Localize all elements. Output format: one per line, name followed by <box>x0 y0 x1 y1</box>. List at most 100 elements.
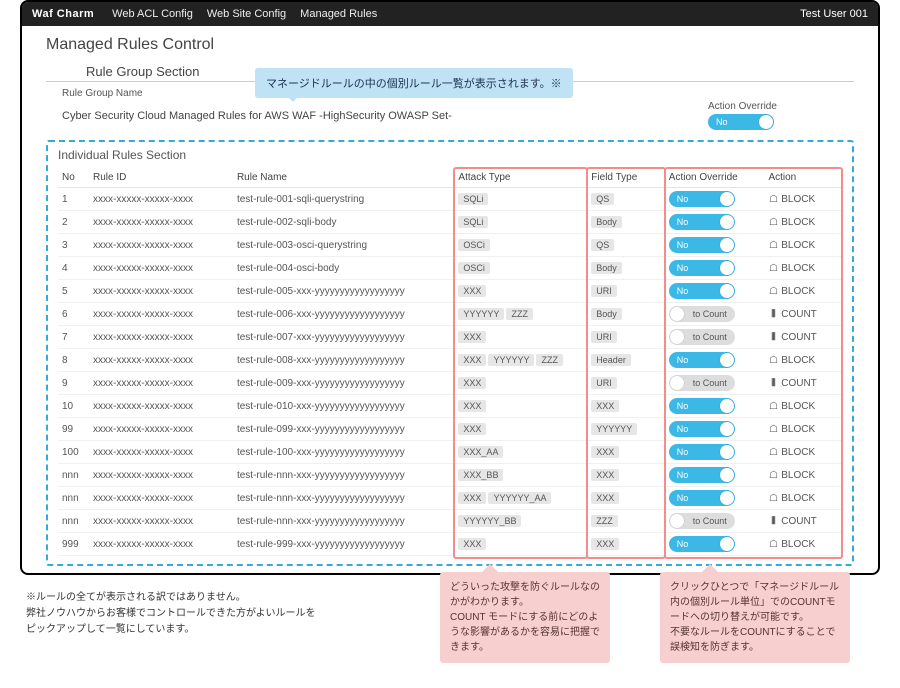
cell-rule-id: xxxx-xxxxx-xxxxx-xxxx <box>89 280 233 303</box>
cell-field-type: QS <box>587 234 665 257</box>
toggle-knob <box>720 445 734 459</box>
toggle-label: No <box>677 493 689 503</box>
toggle-label: to Count <box>693 309 727 319</box>
cell-rule-name: test-rule-nnn-xxx-yyyyyyyyyyyyyyyyyy <box>233 464 454 487</box>
row-override-toggle[interactable]: No <box>669 352 735 368</box>
bars-icon: ⫴ <box>768 309 778 320</box>
tag: XXX <box>458 285 486 297</box>
shield-icon: ☖ <box>768 217 778 228</box>
tag: URI <box>591 377 617 389</box>
row-override-toggle[interactable]: No <box>669 260 735 276</box>
table-row: 7xxxx-xxxxx-xxxxx-xxxxtest-rule-007-xxx-… <box>58 326 842 349</box>
cell-no: 5 <box>58 280 89 303</box>
cell-rule-name: test-rule-nnn-xxx-yyyyyyyyyyyyyyyyyy <box>233 487 454 510</box>
toggle-label: to Count <box>693 378 727 388</box>
cell-attack-type: OSCi <box>454 257 587 280</box>
cell-rule-name: test-rule-999-xxx-yyyyyyyyyyyyyyyyyy <box>233 533 454 556</box>
cell-no: 999 <box>58 533 89 556</box>
th-field-type: Field Type <box>587 168 665 188</box>
current-user[interactable]: Test User 001 <box>800 8 868 20</box>
row-override-toggle[interactable]: No <box>669 237 735 253</box>
cell-field-type: XXX <box>587 441 665 464</box>
cell-rule-name: test-rule-099-xxx-yyyyyyyyyyyyyyyyyy <box>233 418 454 441</box>
table-row: 100xxxx-xxxxx-xxxxx-xxxxtest-rule-100-xx… <box>58 441 842 464</box>
nav-web-site[interactable]: Web Site Config <box>207 8 286 20</box>
tag: OSCi <box>458 239 490 251</box>
cell-override: No <box>665 211 765 234</box>
tag: YYYYYY <box>591 423 637 435</box>
rule-group-name: Cyber Security Cloud Managed Rules for A… <box>62 110 708 122</box>
row-override-toggle[interactable]: No <box>669 444 735 460</box>
row-override-toggle[interactable]: No <box>669 421 735 437</box>
tag: XXX <box>458 377 486 389</box>
cell-override: No <box>665 234 765 257</box>
row-override-toggle[interactable]: to Count <box>669 329 735 345</box>
cell-action: ⫴ COUNT <box>764 303 842 326</box>
toggle-knob <box>759 115 773 129</box>
toggle-label: No <box>677 539 689 549</box>
tag: XXX <box>458 492 486 504</box>
cell-field-type: Header <box>587 349 665 372</box>
table-row: 6xxxx-xxxxx-xxxxx-xxxxtest-rule-006-xxx-… <box>58 303 842 326</box>
row-override-toggle[interactable]: No <box>669 536 735 552</box>
table-row: nnnxxxx-xxxxx-xxxxx-xxxxtest-rule-nnn-xx… <box>58 487 842 510</box>
toggle-label: No <box>677 240 689 250</box>
cell-action: ⫴ COUNT <box>764 326 842 349</box>
row-override-toggle[interactable]: to Count <box>669 513 735 529</box>
tag: XXX_AA <box>458 446 503 458</box>
shield-icon: ☖ <box>768 401 778 412</box>
page-title: Managed Rules Control <box>22 26 878 60</box>
cell-rule-id: xxxx-xxxxx-xxxxx-xxxx <box>89 211 233 234</box>
toggle-knob <box>720 491 734 505</box>
shield-icon: ☖ <box>768 286 778 297</box>
row-override-toggle[interactable]: No <box>669 490 735 506</box>
row-override-toggle[interactable]: No <box>669 214 735 230</box>
cell-action: ☖ BLOCK <box>764 211 842 234</box>
row-override-toggle[interactable]: No <box>669 191 735 207</box>
cell-field-type: XXX <box>587 395 665 418</box>
th-no: No <box>58 168 89 188</box>
row-override-toggle[interactable]: to Count <box>669 306 735 322</box>
toggle-knob <box>720 192 734 206</box>
cell-field-type: URI <box>587 326 665 349</box>
nav-managed-rules[interactable]: Managed Rules <box>300 8 377 20</box>
row-override-toggle[interactable]: No <box>669 467 735 483</box>
toggle-knob <box>720 215 734 229</box>
tag: ZZZ <box>506 308 533 320</box>
cell-action: ☖ BLOCK <box>764 234 842 257</box>
cell-rule-name: test-rule-004-osci-body <box>233 257 454 280</box>
toggle-label: No <box>677 355 689 365</box>
row-override-toggle[interactable]: No <box>669 283 735 299</box>
cell-override: No <box>665 188 765 211</box>
rules-table: No Rule ID Rule Name Attack Type Field T… <box>58 168 842 556</box>
table-row: 8xxxx-xxxxx-xxxxx-xxxxtest-rule-008-xxx-… <box>58 349 842 372</box>
tag: Body <box>591 308 622 320</box>
cell-field-type: XXX <box>587 464 665 487</box>
top-nav: Waf Charm Web ACL Config Web Site Config… <box>22 2 878 26</box>
cell-rule-name: test-rule-010-xxx-yyyyyyyyyyyyyyyyyy <box>233 395 454 418</box>
th-action: Action <box>764 168 842 188</box>
nav-web-acl[interactable]: Web ACL Config <box>112 8 193 20</box>
tag: QS <box>591 193 614 205</box>
cell-action: ☖ BLOCK <box>764 464 842 487</box>
cell-attack-type: XXXYYYYYYZZZ <box>454 349 587 372</box>
cell-rule-id: xxxx-xxxxx-xxxxx-xxxx <box>89 418 233 441</box>
cell-rule-id: xxxx-xxxxx-xxxxx-xxxx <box>89 441 233 464</box>
cell-rule-name: test-rule-nnn-xxx-yyyyyyyyyyyyyyyyyy <box>233 510 454 533</box>
cell-action: ☖ BLOCK <box>764 418 842 441</box>
callout-override-explain: クリックひとつで「マネージドルール内の個別ルール単位」でのCOUNTモードへの切… <box>660 572 850 663</box>
cell-action: ☖ BLOCK <box>764 487 842 510</box>
row-override-toggle[interactable]: No <box>669 398 735 414</box>
table-row: nnnxxxx-xxxxx-xxxxx-xxxxtest-rule-nnn-xx… <box>58 510 842 533</box>
row-override-toggle[interactable]: to Count <box>669 375 735 391</box>
tag: XXX_BB <box>458 469 503 481</box>
cell-no: nnn <box>58 510 89 533</box>
cell-override: to Count <box>665 303 765 326</box>
cell-field-type: Body <box>587 303 665 326</box>
bars-icon: ⫴ <box>768 378 778 389</box>
toggle-knob <box>720 399 734 413</box>
rule-group-override-toggle[interactable]: No <box>708 114 774 130</box>
th-rule-name: Rule Name <box>233 168 454 188</box>
tag: XXX <box>458 354 486 366</box>
cell-override: No <box>665 395 765 418</box>
